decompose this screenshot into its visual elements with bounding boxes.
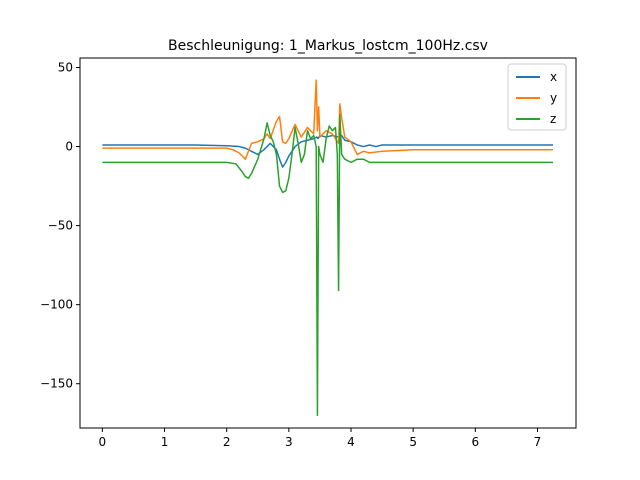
x-axis: 0 1 2 3 4 5 6 7 bbox=[99, 428, 542, 449]
legend-label-x: x bbox=[550, 70, 557, 84]
chart-title: Beschleunigung: 1_Markus_lostcm_100Hz.cs… bbox=[168, 38, 488, 54]
x-tick-label: 7 bbox=[534, 435, 542, 449]
x-tick-label: 1 bbox=[161, 435, 169, 449]
y-axis: 50 0 −50 −100 −150 bbox=[40, 60, 80, 391]
y-tick-label: −50 bbox=[48, 219, 73, 233]
series-layer bbox=[102, 79, 553, 417]
x-tick-label: 6 bbox=[471, 435, 479, 449]
x-tick-label: 5 bbox=[409, 435, 417, 449]
legend-label-z: z bbox=[550, 112, 556, 126]
x-tick-label: 4 bbox=[347, 435, 355, 449]
y-tick-label: 50 bbox=[58, 60, 73, 74]
series-line-z bbox=[102, 114, 553, 417]
legend-label-y: y bbox=[550, 91, 557, 105]
series-line-y bbox=[102, 79, 553, 160]
x-tick-label: 2 bbox=[223, 435, 231, 449]
y-tick-label: −100 bbox=[40, 298, 73, 312]
y-tick-label: −150 bbox=[40, 377, 73, 391]
y-tick-label: 0 bbox=[65, 140, 73, 154]
x-tick-label: 3 bbox=[285, 435, 293, 449]
plot-area-frame bbox=[79, 57, 577, 429]
legend: xyz bbox=[507, 63, 567, 131]
x-tick-label: 0 bbox=[99, 435, 107, 449]
